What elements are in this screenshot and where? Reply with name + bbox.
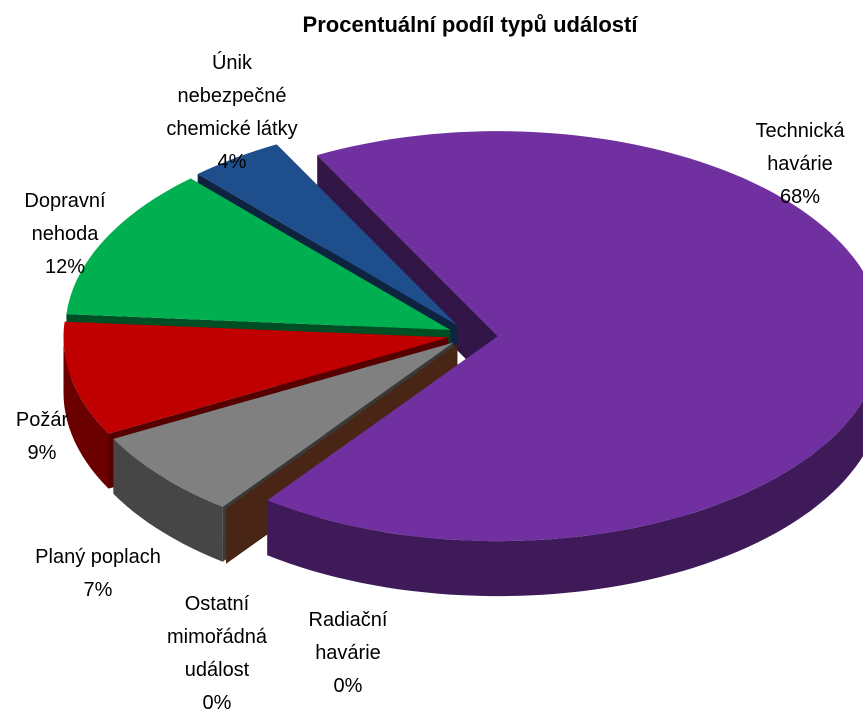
slice-value-label: 0%: [333, 675, 363, 697]
slice-label: Technická havárie: [755, 120, 845, 175]
slice-label: Radiační havárie: [308, 609, 388, 664]
chart-title: Procentuální podíl typů událostí: [302, 12, 638, 37]
slice-value-label: 9%: [27, 442, 57, 464]
slice-value-label: 68%: [779, 186, 821, 208]
slice: [113, 342, 454, 507]
slice: [197, 144, 458, 326]
slice-label: Planý poplach: [35, 546, 161, 568]
slice-side: [113, 438, 223, 562]
slice-value-label: 4%: [217, 151, 247, 173]
slice-label: Dopravní nehoda: [24, 190, 106, 245]
slice-label: Ostatní mimořádná událost: [166, 593, 268, 681]
slice-label: Požár: [15, 409, 69, 431]
slice-side: [267, 401, 863, 597]
slice: [63, 321, 449, 434]
slice-side: [63, 337, 109, 489]
slice-value-label: 12%: [44, 256, 86, 278]
slice: [66, 178, 451, 330]
slice: [226, 344, 457, 509]
slice: [267, 131, 863, 542]
slice-value-label: 0%: [202, 692, 232, 712]
slice-label: Únik nebezpečné chemické látky: [166, 52, 298, 140]
slice-value-label: 7%: [83, 579, 113, 601]
